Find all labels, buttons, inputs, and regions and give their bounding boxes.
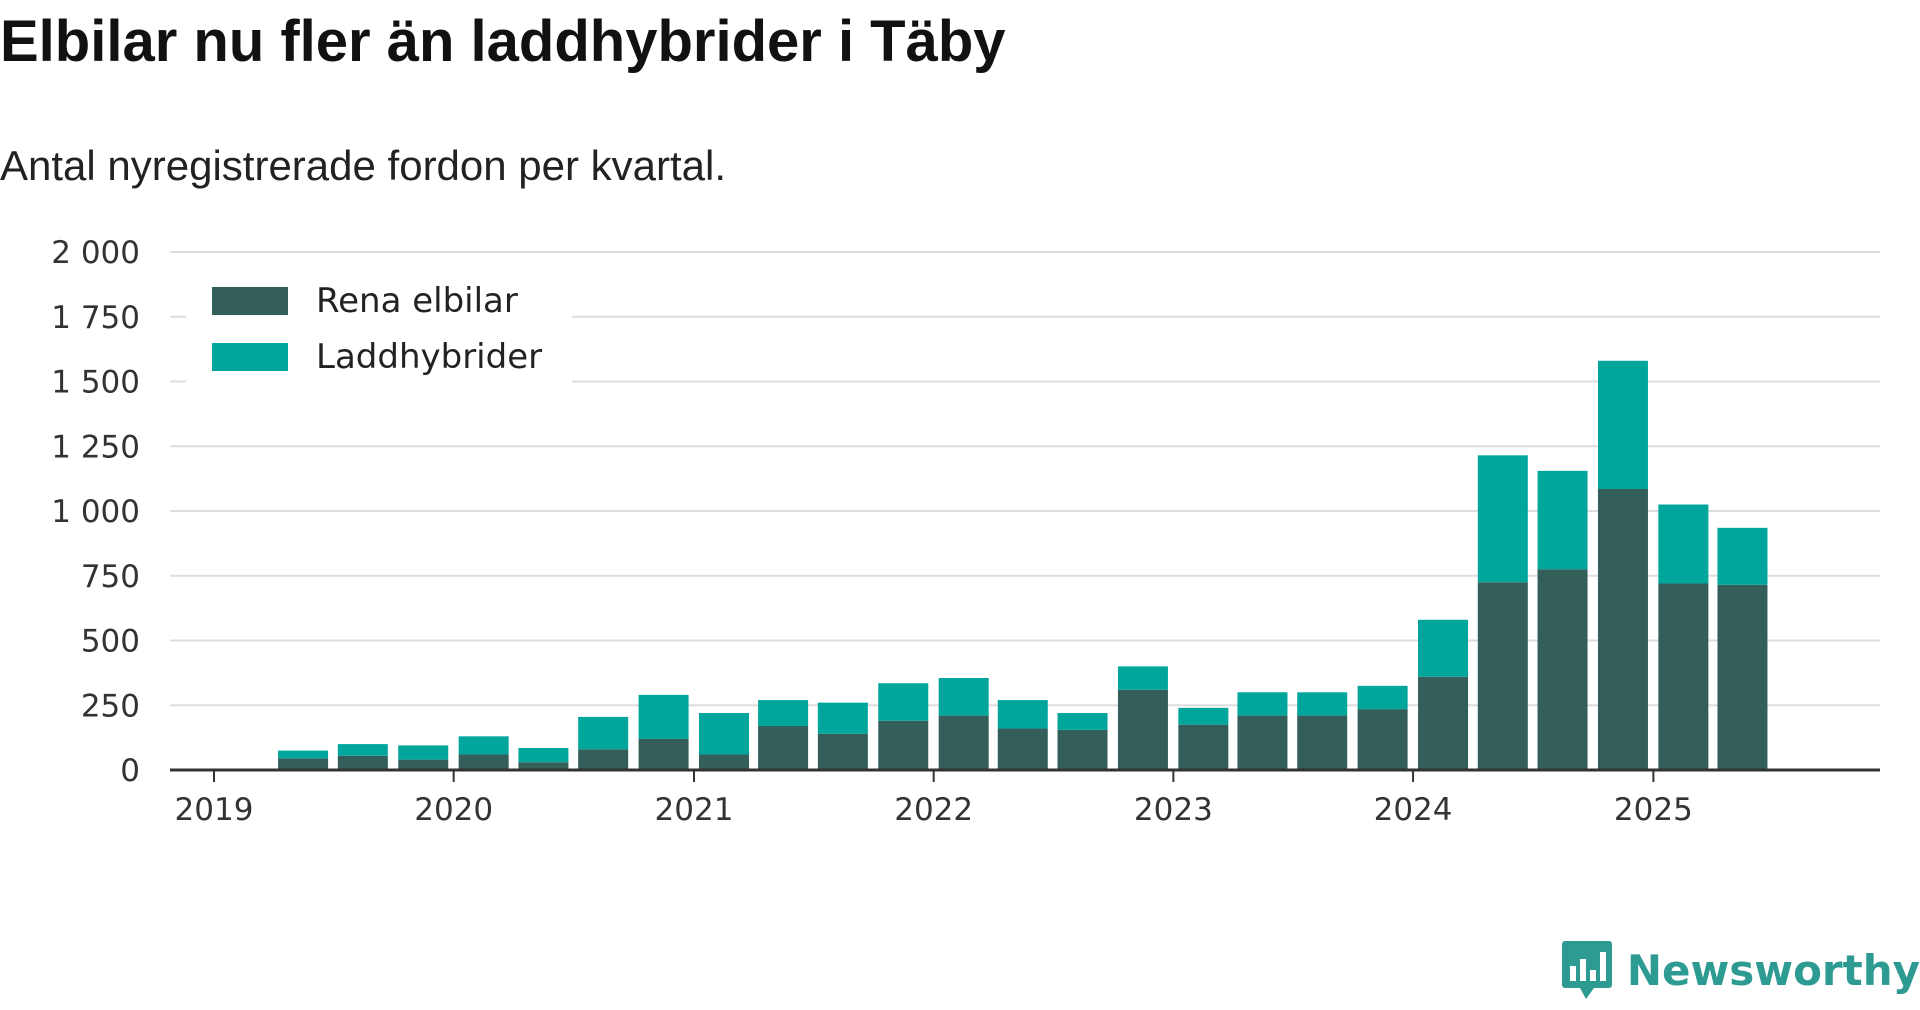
brand-logo: Newsworthy [1561,930,1920,1010]
brand-name: Newsworthy [1626,945,1920,995]
y-tick-label: 500 [81,624,140,660]
bar-rena-elbilar [398,759,449,770]
bar-rena-elbilar [758,725,809,770]
y-tick-label: 250 [81,688,140,724]
bar-rena-elbilar [458,754,509,770]
bar-laddhybrider [1418,619,1469,677]
bar-laddhybrider [278,750,329,759]
bar-laddhybrider [1658,504,1709,584]
y-tick-label: 1 000 [51,494,140,530]
x-tick-label: 2023 [1134,792,1213,828]
bar-rena-elbilar [1597,488,1648,770]
bar-laddhybrider [1597,360,1648,489]
bar-rena-elbilar [1357,709,1408,770]
bar-rena-elbilar [1117,689,1168,770]
bar-rena-elbilar [1057,729,1108,770]
y-tick-label: 1 750 [51,300,140,336]
bar-chart-speech-bubble-icon [1561,941,1612,999]
bar-laddhybrider [1357,685,1408,710]
x-tick-label: 2021 [655,792,734,828]
bar-rena-elbilar [1537,569,1588,770]
bar-rena-elbilar [1717,584,1768,770]
y-tick-label: 750 [81,559,140,595]
bar-rena-elbilar [1178,724,1229,770]
bar-rena-elbilar [1477,582,1528,770]
y-tick-label: 1 250 [51,429,140,465]
bar-laddhybrider [758,700,809,726]
bar-laddhybrider [1297,692,1348,716]
bar-laddhybrider [698,713,749,755]
bar-rena-elbilar [1297,715,1348,770]
x-tick-label: 2019 [175,792,254,828]
y-tick-label: 0 [120,753,140,789]
legend-label: Laddhybrider [316,337,542,377]
bar-rena-elbilar [698,754,749,770]
bar-laddhybrider [1717,527,1768,585]
bar-rena-elbilar [878,720,929,770]
bar-laddhybrider [1237,692,1288,716]
bar-rena-elbilar [278,758,329,770]
bar-laddhybrider [398,745,449,760]
stacked-bar-chart: 0 250 500 750 1 000 1 250 1 500 1 750 2 000 2019 2… [51,235,1880,828]
bar-laddhybrider [337,744,388,756]
x-tick-label: 2024 [1374,792,1453,828]
bar-laddhybrider [938,678,989,716]
bar-rena-elbilar [518,762,569,770]
chart-title: Elbilar nu fler än laddhybrider i Täby [0,9,1006,74]
bar-laddhybrider [578,716,629,750]
legend-swatch [212,343,288,371]
bar-laddhybrider [1178,707,1229,725]
x-tick-label: 2025 [1614,792,1693,828]
bar-rena-elbilar [337,755,388,770]
bar-laddhybrider [997,700,1048,729]
bar-laddhybrider [817,702,868,734]
bar-rena-elbilar [1418,676,1469,770]
bar-laddhybrider [638,694,689,739]
bar-laddhybrider [1057,713,1108,730]
bar-rena-elbilar [638,738,689,770]
bar-rena-elbilar [578,749,629,770]
bar-rena-elbilar [1658,583,1709,770]
bar-rena-elbilar [1237,715,1288,770]
bar-laddhybrider [878,683,929,721]
y-tick-label: 1 500 [51,365,140,401]
chart-subtitle: Antal nyregistrerade fordon per kvartal. [0,142,727,189]
legend-swatch [212,287,288,315]
y-tick-label: 2 000 [51,235,140,271]
bar-laddhybrider [518,747,569,763]
legend-label: Rena elbilar [316,281,518,321]
bar-rena-elbilar [817,733,868,770]
bar-laddhybrider [1537,470,1588,570]
bar-laddhybrider [458,736,509,755]
bar-rena-elbilar [938,715,989,770]
x-tick-label: 2022 [894,792,973,828]
x-tick-label: 2020 [414,792,493,828]
bar-laddhybrider [1117,666,1168,690]
bar-rena-elbilar [997,728,1048,770]
bar-laddhybrider [1477,455,1528,583]
